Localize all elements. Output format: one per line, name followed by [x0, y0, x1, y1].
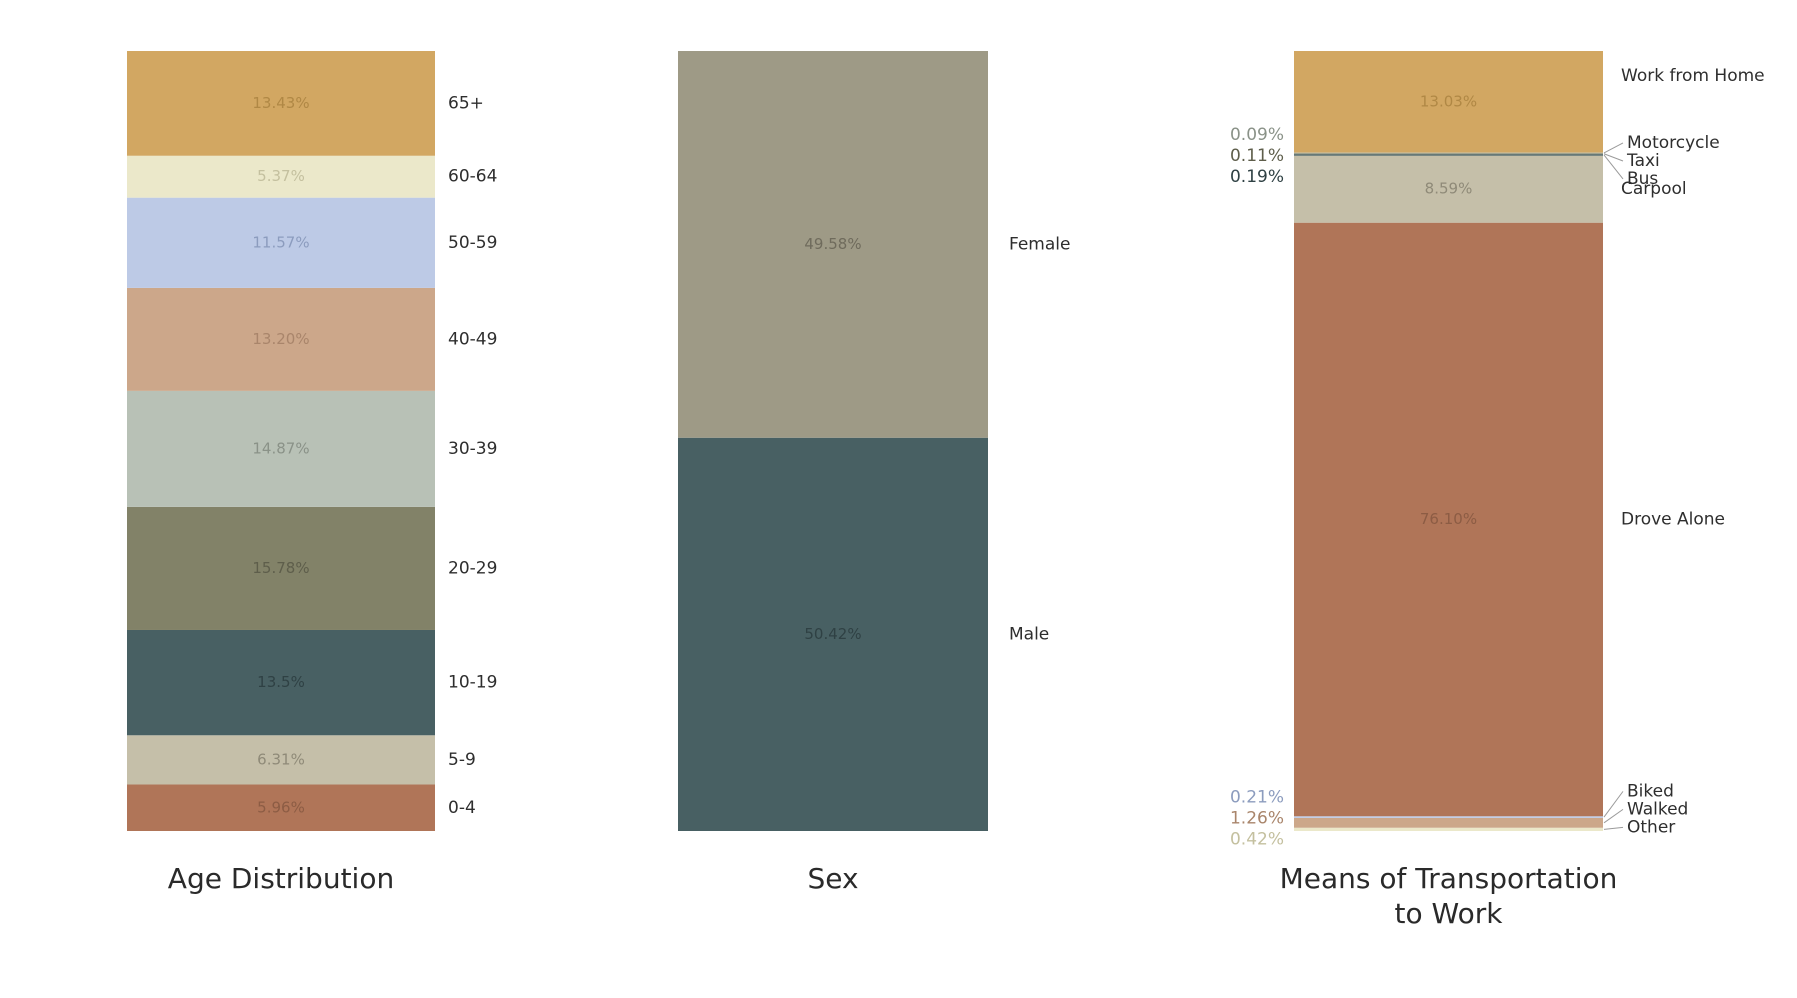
value-label-biked: 0.21% [1230, 787, 1284, 807]
value-label-5-9: 6.31% [257, 750, 305, 768]
bar-segment-walked [1294, 817, 1603, 828]
bar-segment-30-39 [127, 390, 435, 507]
bar-segment-male [678, 437, 988, 831]
value-label-carpool: 8.59% [1425, 180, 1473, 198]
bar-segment-60-64 [127, 155, 435, 198]
value-label-50-59: 11.57% [252, 233, 309, 251]
value-label-20-29: 15.78% [252, 559, 309, 577]
value-label-drove-alone: 76.10% [1420, 510, 1477, 528]
bar-segment-carpool [1294, 155, 1603, 223]
category-label-female: Female [1009, 234, 1070, 254]
value-label-10-19: 13.5% [257, 673, 305, 691]
bar-segment-work-from-home [1294, 51, 1603, 153]
value-label-30-39: 14.87% [252, 439, 309, 457]
category-label-30-39: 30-39 [448, 439, 497, 459]
category-label-50-59: 50-59 [448, 233, 497, 253]
value-label-walked: 1.26% [1230, 808, 1284, 828]
bar-segment-female [678, 51, 988, 438]
leader-line-walked [1603, 808, 1624, 824]
category-label-40-49: 40-49 [448, 329, 497, 349]
category-label-taxi: Taxi [1626, 151, 1660, 171]
bar-segment-taxi [1294, 153, 1603, 155]
value-label-bus: 0.19% [1230, 167, 1284, 187]
value-label-0-4: 5.96% [257, 798, 305, 816]
bar-segment-0-4 [127, 784, 435, 831]
category-label-male: Male [1009, 624, 1049, 644]
category-label-biked: Biked [1627, 781, 1674, 801]
category-label-walked: Walked [1627, 799, 1688, 819]
category-label-motorcycle: Motorcycle [1627, 133, 1720, 153]
category-label-other: Other [1627, 817, 1675, 837]
bar-segment-drove-alone [1294, 222, 1603, 817]
category-label-10-19: 10-19 [448, 673, 497, 693]
value-label-female: 49.58% [804, 235, 861, 253]
value-label-60-64: 5.37% [257, 167, 305, 185]
bar-segment-biked [1294, 816, 1603, 818]
category-label-carpool: Carpool [1621, 179, 1687, 199]
value-label-40-49: 13.20% [252, 330, 309, 348]
chart-title-line-0: Means of Transportation [1280, 862, 1618, 895]
category-label-20-29: 20-29 [448, 558, 497, 578]
value-label-taxi: 0.11% [1230, 146, 1284, 166]
bar-segment-40-49 [127, 287, 435, 391]
chart-title-line-1: to Work [1395, 897, 1504, 930]
value-label-65: 13.43% [252, 94, 309, 112]
category-label-65: 65+ [448, 93, 484, 113]
chart-title: Age Distribution [168, 862, 394, 895]
leader-line-motorcycle [1603, 142, 1624, 154]
leader-line-biked [1603, 791, 1624, 818]
leader-line-bus [1603, 154, 1624, 180]
bar-segment-bus [1294, 154, 1603, 156]
value-label-other: 0.42% [1230, 829, 1284, 849]
category-label-drove-alone: Drove Alone [1621, 509, 1725, 529]
category-label-0-4: 0-4 [448, 798, 476, 818]
bar-segment-65 [127, 51, 435, 156]
value-label-male: 50.42% [804, 625, 861, 643]
bar-segment-motorcycle [1294, 152, 1603, 154]
category-label-60-64: 60-64 [448, 167, 497, 187]
bar-segment-other [1294, 827, 1603, 831]
leader-line-other [1603, 826, 1624, 830]
bar-segment-10-19 [127, 629, 435, 736]
bar-segment-20-29 [127, 506, 435, 630]
bar-segment-50-59 [127, 197, 435, 288]
value-label-work-from-home: 13.03% [1420, 92, 1477, 110]
leader-line-taxi [1603, 153, 1624, 162]
bar-segment-5-9 [127, 735, 435, 785]
chart-title: Sex [807, 862, 858, 895]
category-label-5-9: 5-9 [448, 750, 476, 770]
category-label-bus: Bus [1627, 169, 1658, 189]
value-label-motorcycle: 0.09% [1230, 125, 1284, 145]
category-label-work-from-home: Work from Home [1621, 66, 1765, 86]
